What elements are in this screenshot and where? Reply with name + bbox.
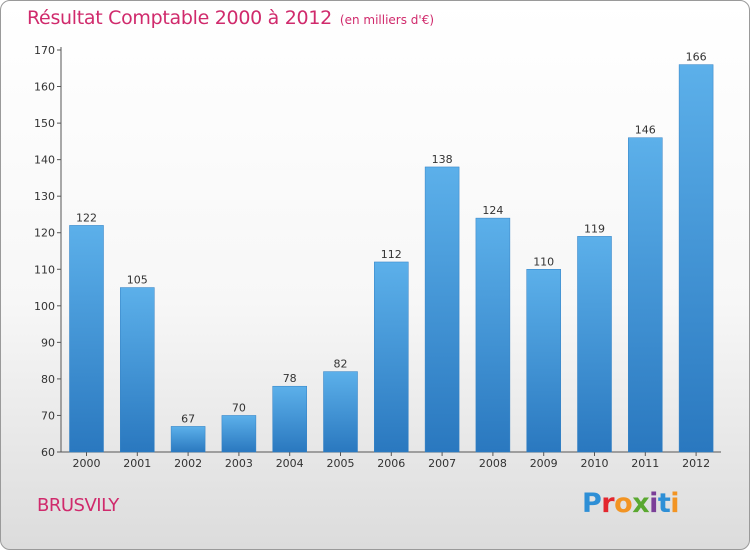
y-tick-label: 140 xyxy=(34,154,55,167)
logo-letter: t xyxy=(657,488,671,519)
y-tick-label: 120 xyxy=(34,227,55,240)
value-label-2003: 70 xyxy=(232,401,246,414)
x-tick-label: 2010 xyxy=(581,457,609,470)
x-axis: 2000 2001 2002 2003 2004 2005 2006 2007 2008 2009… xyxy=(61,451,721,470)
logo-letter: o xyxy=(614,488,633,519)
bar-2000 xyxy=(69,225,104,453)
bars xyxy=(69,64,714,453)
logo-letter: P xyxy=(582,488,602,519)
chart-unit: (en milliers d'€) xyxy=(339,13,435,27)
bar-2012 xyxy=(678,64,714,453)
y-tick-label: 80 xyxy=(41,373,55,386)
y-tick-label: 60 xyxy=(41,446,55,459)
value-label-2005: 82 xyxy=(334,358,348,371)
x-tick-label: 2000 xyxy=(73,457,101,470)
x-tick-label: 2003 xyxy=(225,457,253,470)
value-label-2004: 78 xyxy=(283,372,297,385)
value-label-2010: 119 xyxy=(584,222,605,235)
bar-2007 xyxy=(424,166,460,453)
y-tick-label: 170 xyxy=(34,44,55,57)
y-tick-label: 70 xyxy=(41,409,55,422)
y-axis: 60 70 80 90 100 110 120 130 140 150 160 170 xyxy=(34,44,62,459)
bar-2008 xyxy=(475,217,511,453)
value-label-2011: 146 xyxy=(635,124,656,137)
bar-2003 xyxy=(221,415,257,453)
bar-2011 xyxy=(628,137,663,453)
x-tick-label: 2009 xyxy=(530,457,558,470)
value-label-2007: 138 xyxy=(432,153,453,166)
y-tick-label: 110 xyxy=(34,263,55,276)
x-tick-label: 2002 xyxy=(174,457,202,470)
x-tick-label: 2008 xyxy=(479,457,507,470)
y-tick-label: 90 xyxy=(41,336,55,349)
x-tick-label: 2005 xyxy=(327,457,355,470)
bar-2001 xyxy=(120,287,155,453)
value-label-2009: 110 xyxy=(533,255,554,268)
x-tick-label: 2001 xyxy=(123,457,151,470)
title-row: Résultat Comptable 2000 à 2012 (en millie… xyxy=(27,7,434,29)
logo-letter: i xyxy=(670,488,680,519)
x-tick-label: 2006 xyxy=(377,457,405,470)
value-label-2012: 166 xyxy=(686,51,707,64)
value-label-2001: 105 xyxy=(127,274,148,287)
value-label-2000: 122 xyxy=(76,211,97,224)
bar-2006 xyxy=(374,261,409,453)
x-tick-label: 2011 xyxy=(631,457,659,470)
value-labels: 122 105 67 70 78 82 112 138 124 110 119 146 166 xyxy=(76,51,707,426)
logo-letter: i xyxy=(649,488,658,519)
commune-name: BRUSVILY xyxy=(37,495,119,516)
chart-title: Résultat Comptable 2000 à 2012 xyxy=(27,7,332,29)
x-tick-label: 2004 xyxy=(276,457,304,470)
y-tick-label: 150 xyxy=(34,117,55,130)
bar-2002 xyxy=(170,426,206,453)
x-tick-label: 2007 xyxy=(428,457,456,470)
proxiti-logo[interactable]: Proxiti xyxy=(582,488,680,519)
value-label-2008: 124 xyxy=(482,204,503,217)
y-tick-label: 160 xyxy=(34,81,55,94)
x-tick-label: 2012 xyxy=(682,457,710,470)
logo-letter: x xyxy=(632,488,650,519)
y-tick-label: 100 xyxy=(34,300,55,313)
logo-letter: r xyxy=(601,488,615,519)
value-label-2002: 67 xyxy=(181,412,195,425)
bar-2004 xyxy=(272,385,307,453)
value-label-2006: 112 xyxy=(381,248,402,261)
bar-2009 xyxy=(526,269,561,453)
bar-2010 xyxy=(577,236,612,453)
y-tick-label: 130 xyxy=(34,190,55,203)
bar-2005 xyxy=(323,371,358,453)
